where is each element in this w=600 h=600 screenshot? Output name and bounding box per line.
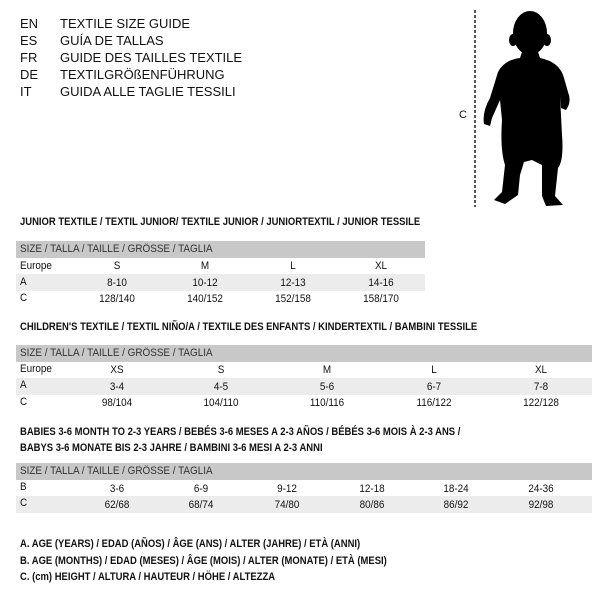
- size-header: SIZE / TALLA / TAILLE / GRÖSSE / TAGLIA: [20, 465, 213, 477]
- table-cell: M: [200, 260, 210, 272]
- section-title: JUNIOR TEXTILE / TEXTIL JUNIOR/ TEXTILE …: [20, 216, 421, 228]
- table-cell: 68/74: [188, 499, 214, 511]
- table-cell: L: [431, 364, 437, 376]
- lang-code: IT: [20, 84, 32, 99]
- table-cell: L: [290, 260, 296, 272]
- legend-item: B. AGE (MONTHS) / EDAD (MESES) / ÂGE (MO…: [20, 555, 387, 567]
- table-cell: 24-36: [528, 483, 554, 495]
- table-cell: S: [217, 364, 225, 376]
- size-header-band: SIZE / TALLA / TAILLE / GRÖSSE / TAGLIA: [16, 345, 592, 362]
- child-silhouette-icon: [474, 10, 570, 207]
- section-title: CHILDREN'S TEXTILE / TEXTIL NIÑO/A / TEX…: [20, 321, 478, 333]
- table-cell: M: [322, 364, 332, 376]
- table-cell: 5-6: [319, 381, 335, 393]
- table-cell: 80/86: [359, 499, 385, 511]
- lang-code: ES: [20, 33, 38, 48]
- table-cell: 3-4: [109, 381, 125, 393]
- row-label: C: [20, 497, 28, 509]
- table-cell: 8-10: [107, 277, 127, 289]
- table-cell: 152/158: [275, 293, 311, 305]
- table-cell: 128/140: [99, 293, 135, 305]
- size-header-band: SIZE / TALLA / TAILLE / GRÖSSE / TAGLIA: [16, 241, 425, 258]
- row-stripe: [16, 378, 592, 395]
- table-cell: 98/104: [101, 397, 133, 409]
- table-cell: 74/80: [274, 499, 300, 511]
- table-cell: 6-9: [193, 483, 209, 495]
- lang-title: GUIDE DES TAILLES TEXTILE: [60, 50, 243, 65]
- row-label: Europe: [20, 260, 52, 272]
- table-cell: 9-12: [277, 483, 297, 495]
- size-header: SIZE / TALLA / TAILLE / GRÖSSE / TAGLIA: [20, 243, 213, 255]
- table-cell: 14-16: [368, 277, 394, 289]
- table-cell: 3-6: [109, 483, 125, 495]
- measure-label: C: [459, 109, 467, 121]
- section-title: BABIES 3-6 MONTH TO 2-3 YEARS / BEBÉS 3-…: [20, 426, 461, 438]
- table-cell: 104/110: [203, 397, 239, 409]
- table-cell: 18-24: [443, 483, 469, 495]
- lang-title: TEXTILE SIZE GUIDE: [60, 16, 191, 31]
- table-cell: 4-5: [213, 381, 229, 393]
- table-cell: 7-8: [533, 381, 549, 393]
- legend-item: C. (cm) HEIGHT / ALTURA / HAUTEUR / HÖHE…: [20, 571, 276, 583]
- table-cell: 110/116: [309, 397, 345, 409]
- row-label: B: [20, 481, 27, 493]
- row-label: C: [20, 292, 28, 304]
- table-cell: 122/128: [523, 397, 559, 409]
- table-cell: XS: [110, 364, 124, 376]
- table-cell: S: [113, 260, 121, 272]
- table-cell: XL: [534, 364, 548, 376]
- row-label: C: [20, 396, 28, 408]
- table-cell: 116/122: [416, 397, 452, 409]
- row-label: Europe: [20, 363, 52, 375]
- section-title: BABYS 3-6 MONATE BIS 2-3 JAHRE / BAMBINI…: [20, 442, 323, 454]
- size-header-band: SIZE / TALLA / TAILLE / GRÖSSE / TAGLIA: [16, 463, 592, 480]
- table-cell: 6-7: [426, 381, 442, 393]
- table-cell: 10-12: [192, 277, 218, 289]
- table-cell: 12-18: [359, 483, 385, 495]
- table-cell: 92/98: [528, 499, 554, 511]
- table-cell: XL: [374, 260, 388, 272]
- lang-title: TEXTILGRÖßENFÜHRUNG: [60, 67, 225, 82]
- lang-code: FR: [20, 50, 38, 65]
- lang-code: DE: [20, 67, 39, 82]
- row-label: A: [20, 276, 27, 288]
- size-header: SIZE / TALLA / TAILLE / GRÖSSE / TAGLIA: [20, 347, 213, 359]
- row-stripe: [16, 274, 425, 291]
- table-cell: 12-13: [280, 277, 306, 289]
- table-cell: 158/170: [363, 293, 399, 305]
- lang-title: GUÍA DE TALLAS: [60, 33, 164, 48]
- table-cell: 86/92: [443, 499, 469, 511]
- table-cell: 62/68: [104, 499, 130, 511]
- table-cell: 140/152: [187, 293, 223, 305]
- legend-item: A. AGE (YEARS) / EDAD (AÑOS) / ÂGE (ANS)…: [20, 538, 361, 550]
- lang-title: GUIDA ALLE TAGLIE TESSILI: [60, 84, 236, 99]
- row-stripe: [16, 496, 592, 513]
- row-label: A: [20, 379, 27, 391]
- lang-code: EN: [20, 16, 39, 31]
